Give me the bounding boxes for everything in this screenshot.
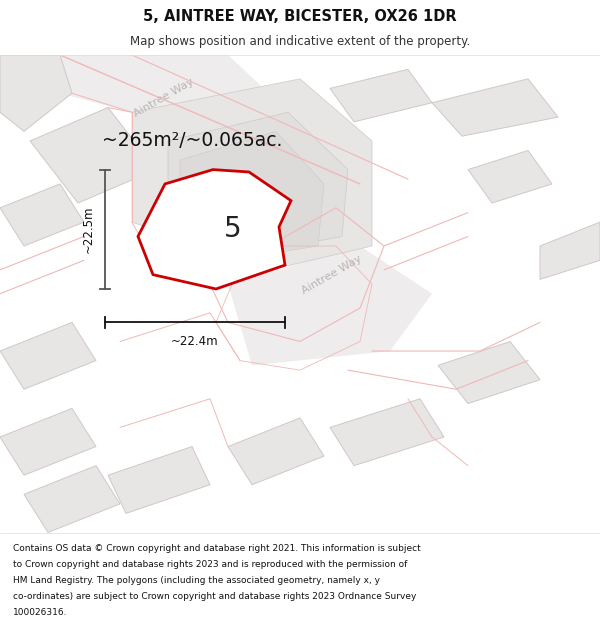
Polygon shape bbox=[540, 222, 600, 279]
Text: HM Land Registry. The polygons (including the associated geometry, namely x, y: HM Land Registry. The polygons (includin… bbox=[13, 576, 380, 585]
Polygon shape bbox=[24, 55, 372, 236]
Polygon shape bbox=[0, 408, 96, 475]
Polygon shape bbox=[228, 418, 324, 485]
Text: Map shows position and indicative extent of the property.: Map shows position and indicative extent… bbox=[130, 35, 470, 48]
Text: to Crown copyright and database rights 2023 and is reproduced with the permissio: to Crown copyright and database rights 2… bbox=[13, 560, 407, 569]
Polygon shape bbox=[168, 112, 348, 256]
Polygon shape bbox=[330, 69, 432, 122]
Polygon shape bbox=[0, 55, 72, 131]
Polygon shape bbox=[468, 151, 552, 203]
Text: ~265m²/~0.065ac.: ~265m²/~0.065ac. bbox=[102, 131, 283, 151]
Polygon shape bbox=[0, 184, 84, 246]
Text: ~22.5m: ~22.5m bbox=[82, 206, 95, 253]
Text: 100026316.: 100026316. bbox=[13, 608, 68, 618]
Text: ~22.4m: ~22.4m bbox=[171, 335, 219, 348]
Polygon shape bbox=[138, 169, 291, 289]
Text: Aintree Way: Aintree Way bbox=[300, 253, 364, 296]
Polygon shape bbox=[30, 107, 156, 203]
Polygon shape bbox=[132, 79, 372, 270]
Polygon shape bbox=[0, 322, 96, 389]
Text: Contains OS data © Crown copyright and database right 2021. This information is : Contains OS data © Crown copyright and d… bbox=[13, 544, 421, 552]
Polygon shape bbox=[330, 399, 444, 466]
Polygon shape bbox=[432, 79, 558, 136]
Text: co-ordinates) are subject to Crown copyright and database rights 2023 Ordnance S: co-ordinates) are subject to Crown copyr… bbox=[13, 592, 416, 601]
Polygon shape bbox=[180, 131, 324, 261]
Polygon shape bbox=[438, 341, 540, 404]
Text: 5, AINTREE WAY, BICESTER, OX26 1DR: 5, AINTREE WAY, BICESTER, OX26 1DR bbox=[143, 9, 457, 24]
Text: Aintree Way: Aintree Way bbox=[132, 77, 196, 119]
Polygon shape bbox=[228, 246, 432, 366]
Polygon shape bbox=[108, 446, 210, 513]
Polygon shape bbox=[24, 466, 120, 532]
Text: 5: 5 bbox=[224, 215, 242, 243]
